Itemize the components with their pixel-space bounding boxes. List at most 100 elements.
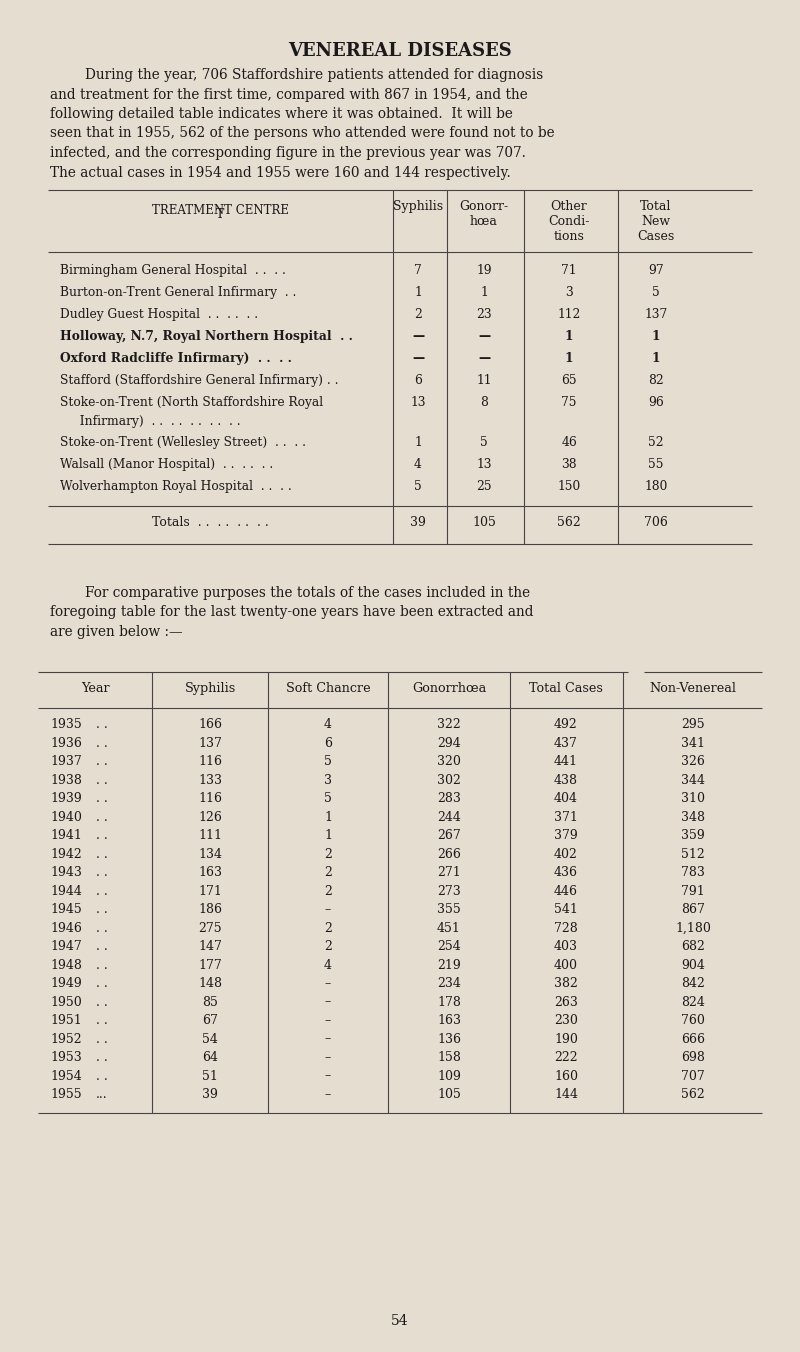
Text: 3: 3: [565, 287, 573, 299]
Text: 707: 707: [681, 1069, 705, 1083]
Text: 82: 82: [648, 375, 664, 387]
Text: . .: . .: [96, 811, 108, 823]
Text: 6: 6: [414, 375, 422, 387]
Text: ...: ...: [96, 1088, 108, 1101]
Text: 7: 7: [414, 264, 422, 277]
Text: 310: 310: [681, 792, 705, 804]
Text: 126: 126: [198, 811, 222, 823]
Text: 67: 67: [202, 1014, 218, 1028]
Text: . .: . .: [96, 959, 108, 972]
Text: 1955: 1955: [50, 1088, 82, 1101]
Text: 824: 824: [681, 995, 705, 1009]
Text: 302: 302: [437, 773, 461, 787]
Text: 105: 105: [437, 1088, 461, 1101]
Text: 492: 492: [554, 718, 578, 731]
Text: . .: . .: [96, 756, 108, 768]
Text: 326: 326: [681, 756, 705, 768]
Text: . .: . .: [96, 792, 108, 804]
Text: infected, and the corresponding figure in the previous year was 707.: infected, and the corresponding figure i…: [50, 146, 526, 160]
Text: 562: 562: [681, 1088, 705, 1101]
Text: 760: 760: [681, 1014, 705, 1028]
Text: 244: 244: [437, 811, 461, 823]
Text: 1: 1: [565, 330, 574, 343]
Text: . .: . .: [96, 718, 108, 731]
Text: 23: 23: [476, 308, 492, 320]
Text: 5: 5: [414, 480, 422, 492]
Text: Stoke-on-Trent (Wellesley Street)  . .  . .: Stoke-on-Trent (Wellesley Street) . . . …: [60, 435, 306, 449]
Text: 344: 344: [681, 773, 705, 787]
Text: 436: 436: [554, 867, 578, 879]
Text: 1951: 1951: [50, 1014, 82, 1028]
Text: 379: 379: [554, 829, 578, 842]
Text: 1953: 1953: [50, 1051, 82, 1064]
Text: TREATMENT CENTRE: TREATMENT CENTRE: [151, 204, 289, 218]
Text: 230: 230: [554, 1014, 578, 1028]
Text: 65: 65: [561, 375, 577, 387]
Text: The actual cases in 1954 and 1955 were 160 and 144 respectively.: The actual cases in 1954 and 1955 were 1…: [50, 165, 510, 180]
Text: 1948: 1948: [50, 959, 82, 972]
Text: 2: 2: [414, 308, 422, 320]
Text: 25: 25: [476, 480, 492, 492]
Text: 147: 147: [198, 940, 222, 953]
Text: –: –: [325, 1014, 331, 1028]
Text: Stafford (Staffordshire General Infirmary) . .: Stafford (Staffordshire General Infirmar…: [60, 375, 338, 387]
Text: 706: 706: [644, 515, 668, 529]
Text: 1: 1: [652, 330, 660, 343]
Text: 666: 666: [681, 1033, 705, 1045]
Text: . .: . .: [96, 903, 108, 917]
Text: 904: 904: [681, 959, 705, 972]
Text: . .: . .: [96, 773, 108, 787]
Text: 382: 382: [554, 977, 578, 990]
Text: 2: 2: [324, 940, 332, 953]
Text: 137: 137: [198, 737, 222, 749]
Text: 320: 320: [437, 756, 461, 768]
Text: Syphilis: Syphilis: [393, 200, 443, 214]
Text: 1936: 1936: [50, 737, 82, 749]
Text: 2: 2: [324, 867, 332, 879]
Text: 1937: 1937: [50, 756, 82, 768]
Text: 75: 75: [562, 396, 577, 410]
Text: Year: Year: [81, 683, 110, 695]
Text: 136: 136: [437, 1033, 461, 1045]
Text: 8: 8: [480, 396, 488, 410]
Text: . .: . .: [96, 1051, 108, 1064]
Text: –: –: [325, 903, 331, 917]
Text: –: –: [325, 1051, 331, 1064]
Text: 2: 2: [324, 848, 332, 861]
Text: Dudley Guest Hospital  . .  . .  . .: Dudley Guest Hospital . . . . . .: [60, 308, 258, 320]
Text: Wolverhampton Royal Hospital  . .  . .: Wolverhampton Royal Hospital . . . .: [60, 480, 292, 492]
Text: 1938: 1938: [50, 773, 82, 787]
Text: 4: 4: [414, 457, 422, 470]
Text: . .: . .: [96, 995, 108, 1009]
Text: Other
Condi-
tions: Other Condi- tions: [548, 200, 590, 243]
Text: 39: 39: [202, 1088, 218, 1101]
Text: 111: 111: [198, 829, 222, 842]
Text: 150: 150: [558, 480, 581, 492]
Text: 267: 267: [437, 829, 461, 842]
Text: 275: 275: [198, 922, 222, 934]
Text: 867: 867: [681, 903, 705, 917]
Text: —: —: [412, 352, 424, 365]
Text: 190: 190: [554, 1033, 578, 1045]
Text: 133: 133: [198, 773, 222, 787]
Text: 404: 404: [554, 792, 578, 804]
Text: 234: 234: [437, 977, 461, 990]
Text: 294: 294: [437, 737, 461, 749]
Text: 451: 451: [437, 922, 461, 934]
Text: 728: 728: [554, 922, 578, 934]
Text: 1952: 1952: [50, 1033, 82, 1045]
Text: 791: 791: [681, 884, 705, 898]
Text: 54: 54: [391, 1314, 409, 1328]
Text: –: –: [325, 1033, 331, 1045]
Text: 46: 46: [561, 435, 577, 449]
Text: 109: 109: [437, 1069, 461, 1083]
Text: 2: 2: [324, 884, 332, 898]
Text: 541: 541: [554, 903, 578, 917]
Text: . .: . .: [96, 737, 108, 749]
Text: . .: . .: [96, 1033, 108, 1045]
Text: . .: . .: [96, 848, 108, 861]
Text: . .: . .: [96, 1014, 108, 1028]
Text: 1: 1: [480, 287, 488, 299]
Text: 355: 355: [437, 903, 461, 917]
Text: 400: 400: [554, 959, 578, 972]
